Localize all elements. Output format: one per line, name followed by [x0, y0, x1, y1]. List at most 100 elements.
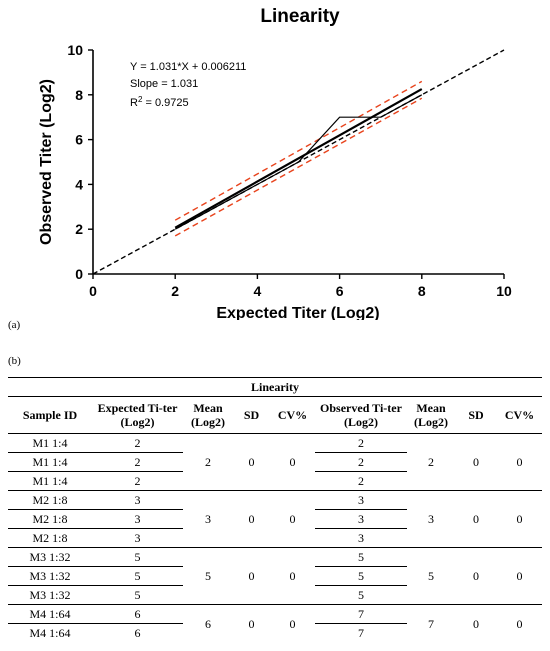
table-row: M4 1:64 6 7 [8, 624, 542, 643]
expected-sd-cell: 0 [233, 547, 270, 605]
expected-titer-cell: 3 [134, 531, 141, 545]
expected-mean-cell: 3 [183, 490, 233, 548]
y-tick-label: 2 [75, 221, 83, 237]
expected-cv-cell: 0 [270, 490, 315, 548]
table-row: M1 1:4 2 2 [8, 452, 542, 472]
column-header: SD [455, 396, 497, 434]
expected-cv-cell: 0 [270, 604, 315, 642]
linearity-chart: Linearity 0 2 4 6 8 10 0 2 4 6 8 10 Y = 1.031*X + 0… [38, 6, 512, 320]
x-tick-label: 6 [336, 283, 344, 299]
observed-titer-cell: 2 [315, 452, 407, 472]
observed-mean-cell: 2 [428, 455, 434, 469]
expected-titer-cell: 5 [92, 547, 183, 567]
column-header: CV% [497, 396, 542, 434]
column-header: Mean (Log2) [183, 396, 233, 434]
series-line-ci-lower [174, 97, 423, 237]
table-row: M3 1:32 5 5 [8, 586, 542, 605]
expected-cv-cell: 0 [289, 455, 296, 469]
slope-annotation: Slope = 1.031 [130, 78, 198, 90]
expected-titer-cell: 5 [92, 566, 183, 586]
x-tick-label: 8 [418, 283, 426, 299]
x-tick-label: 10 [496, 283, 512, 299]
expected-mean-cell: 5 [183, 547, 233, 605]
r-squared-annotation: R2 = 0.9725 [130, 95, 189, 109]
column-header: CV% [270, 396, 315, 434]
column-header: Observed Ti-ter (Log2) [315, 396, 407, 434]
expected-sd-cell: 0 [248, 455, 255, 469]
x-axis-title: Expected Titer (Log2) [216, 305, 379, 320]
observed-cv-cell: 0 [497, 490, 542, 548]
observed-sd-cell: 0 [473, 455, 479, 469]
chart-title: Linearity [260, 6, 340, 27]
table-row: M3 1:32 5 5 [8, 566, 542, 586]
sample-id-cell: M3 1:32 [8, 566, 92, 586]
x-tick-label: 2 [171, 283, 179, 299]
table-caption: Linearity [8, 377, 542, 397]
observed-titer-cell: 5 [315, 547, 407, 567]
observed-cv-cell: 0 [497, 604, 542, 642]
expected-titer-cell: 6 [92, 604, 183, 624]
observed-titer-cell: 3 [315, 509, 407, 529]
series-line-identity [92, 49, 505, 275]
observed-titer-cell: 2 [358, 474, 364, 488]
expected-titer-cell: 5 [134, 588, 141, 602]
panel-label-b: (b) [8, 355, 21, 367]
y-tick-label: 8 [75, 87, 83, 103]
expected-titer-cell: 2 [134, 474, 141, 488]
observed-titer-cell: 5 [315, 566, 407, 586]
panel-label-a: (a) [8, 319, 21, 331]
expected-titer-cell: 3 [92, 490, 183, 510]
observed-mean-cell: 5 [407, 547, 455, 605]
axes-layer [92, 50, 504, 275]
series-layer [92, 49, 505, 275]
observed-titer-cell: 7 [358, 626, 364, 640]
linearity-table: Linearity Sample ID Expected Ti-ter (Log2… [8, 377, 542, 642]
table-row: M2 1:8 3 3 [8, 509, 542, 529]
expected-sd-cell: 0 [233, 490, 270, 548]
x-tick-label: 0 [89, 283, 97, 299]
sample-id-cell: M2 1:8 [8, 509, 92, 529]
y-axis-title: Observed Titer (Log2) [38, 79, 55, 245]
sample-id-cell: M4 1:64 [8, 604, 92, 624]
expected-sd-cell: 0 [233, 604, 270, 642]
table-body: M1 1:4 2 2 0 0 2 2 0 0 M1 1:4 2 2 M1 1:4 2 2 M2 1:8 3 3 0 0… [8, 433, 542, 643]
sample-id-cell: M2 1:8 [32, 531, 68, 545]
y-tick-label: 4 [75, 176, 83, 192]
sample-id-cell: M3 1:32 [29, 588, 71, 602]
ticks-layer: 0 2 4 6 8 10 0 2 4 6 8 10 [67, 42, 512, 299]
series-line-fit [174, 88, 423, 229]
table-row: M1 1:4 2 2 [8, 472, 542, 491]
table-row: M4 1:64 6 6 0 0 7 7 0 0 [8, 604, 542, 642]
observed-mean-cell: 7 [407, 604, 455, 642]
sample-id-cell: M1 1:4 [8, 452, 92, 472]
y-tick-label: 10 [67, 42, 83, 58]
sample-id-cell: M4 1:64 [29, 626, 71, 640]
column-header: Mean (Log2) [407, 396, 455, 434]
expected-mean-cell: 6 [183, 604, 233, 642]
expected-cv-cell: 0 [270, 547, 315, 605]
x-tick-label: 4 [254, 283, 262, 299]
sample-id-cell: M2 1:8 [8, 490, 92, 510]
table-row: M2 1:8 3 3 [8, 529, 542, 548]
observed-sd-cell: 0 [455, 490, 497, 548]
observed-sd-cell: 0 [455, 604, 497, 642]
series-line-ci-upper [174, 80, 423, 221]
observed-titer-cell: 7 [315, 604, 407, 624]
observed-sd-cell: 0 [455, 547, 497, 605]
expected-titer-cell: 3 [92, 509, 183, 529]
observed-mean-cell: 3 [407, 490, 455, 548]
expected-mean-cell: 2 [205, 455, 211, 469]
column-header: SD [233, 396, 270, 434]
confidence-band-layer [174, 80, 423, 237]
table-row: M3 1:32 5 5 0 0 5 5 0 0 [8, 547, 542, 605]
sample-id-cell: M1 1:4 [32, 474, 68, 488]
column-header: Sample ID [8, 396, 92, 434]
column-header: Expected Ti-ter (Log2) [92, 396, 183, 434]
table-header-row: Sample ID Expected Ti-ter (Log2) Mean (Log… [8, 396, 542, 434]
observed-cv-cell: 0 [497, 547, 542, 605]
observed-titer-cell: 3 [358, 531, 364, 545]
observed-titer-cell: 3 [315, 490, 407, 510]
observed-titer-cell: 5 [358, 588, 364, 602]
expected-titer-cell: 2 [92, 452, 183, 472]
y-tick-label: 6 [75, 132, 83, 148]
